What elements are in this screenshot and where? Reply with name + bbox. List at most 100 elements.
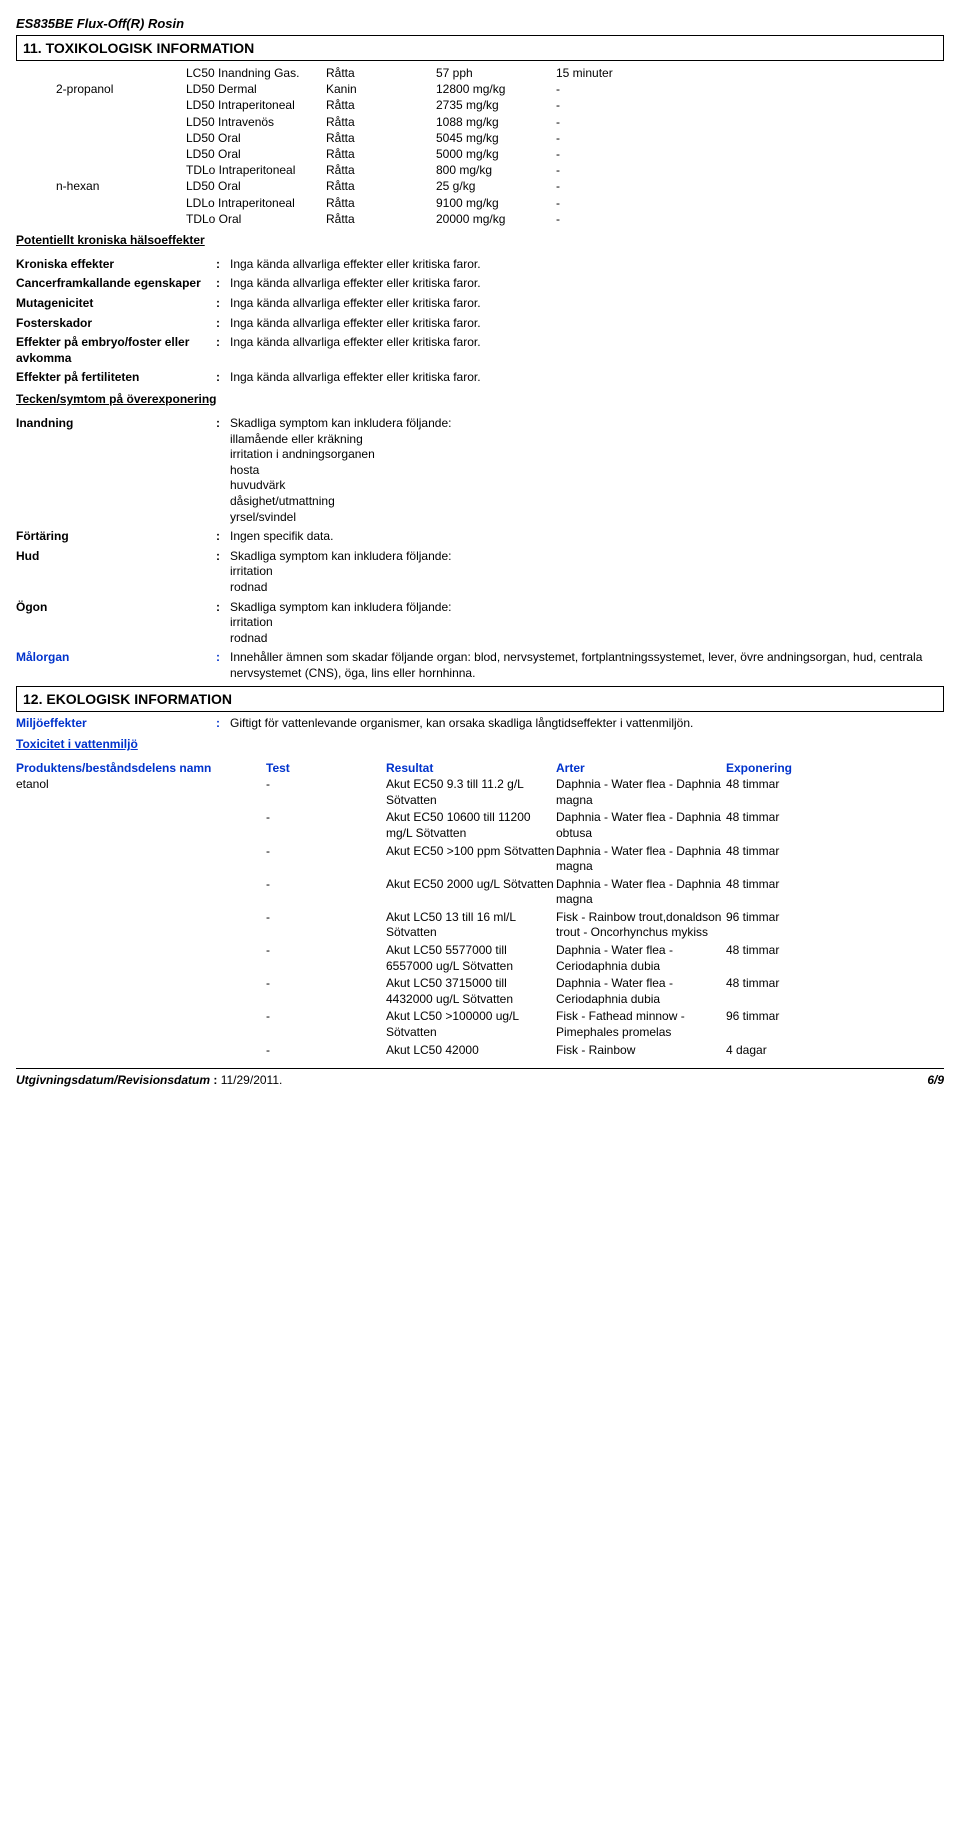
eco-cell bbox=[16, 976, 266, 1007]
eco-rows: etanol - Akut EC50 9.3 till 11.2 g/L Sötva… bbox=[16, 777, 944, 1058]
tox-cell: - bbox=[556, 81, 676, 97]
chronic-row: Effekter på embryo/foster eller avkomma:… bbox=[16, 335, 944, 366]
tox-cell: n-hexan bbox=[56, 178, 186, 194]
tox-cell: 25 g/kg bbox=[436, 178, 556, 194]
chronic-label: Kroniska effekter bbox=[16, 257, 216, 273]
tox-cell: LD50 Oral bbox=[186, 146, 326, 162]
eco-cell bbox=[16, 844, 266, 875]
eco-row: -Akut EC50 10600 till 11200 mg/L Sötvatt… bbox=[16, 810, 944, 841]
colon: : bbox=[216, 650, 230, 681]
eco-row: -Akut LC50 13 till 16 ml/L SötvattenFisk… bbox=[16, 910, 944, 941]
tox-cell: Råtta bbox=[326, 114, 436, 130]
tox-cell: 1088 mg/kg bbox=[436, 114, 556, 130]
tox-cell: LD50 Oral bbox=[186, 178, 326, 194]
eco-cell bbox=[16, 877, 266, 908]
tox-cell: Råtta bbox=[326, 130, 436, 146]
eco-cell: Daphnia - Water flea - Ceriodaphnia dubi… bbox=[556, 976, 726, 1007]
chronic-row: Cancerframkallande egenskaper:Inga kända… bbox=[16, 276, 944, 292]
eco-cell: Akut EC50 >100 ppm Sötvatten bbox=[386, 844, 556, 875]
chronic-effects-block: Kroniska effekter:Inga kända allvarliga … bbox=[16, 257, 944, 386]
eco-cell: - bbox=[266, 943, 386, 974]
eco-cell: 96 timmar bbox=[726, 910, 846, 941]
eco-cell: Daphnia - Water flea - Daphnia obtusa bbox=[556, 810, 726, 841]
eco-cell: 4 dagar bbox=[726, 1043, 846, 1059]
colon: : bbox=[216, 296, 230, 312]
tox-cell: LC50 Inandning Gas. bbox=[186, 65, 326, 81]
eco-cell bbox=[16, 943, 266, 974]
tox-cell: - bbox=[556, 114, 676, 130]
eco-cell bbox=[16, 810, 266, 841]
eco-head-result: Resultat bbox=[386, 761, 556, 775]
tox-cell bbox=[56, 114, 186, 130]
symptom-label: Förtäring bbox=[16, 529, 216, 545]
chronic-label: Effekter på fertiliteten bbox=[16, 370, 216, 386]
eco-cell: Fisk - Rainbow trout,donaldson trout - O… bbox=[556, 910, 726, 941]
eco-row: -Akut EC50 >100 ppm SötvattenDaphnia - W… bbox=[16, 844, 944, 875]
miljo-value: Giftigt för vattenlevande organismer, ka… bbox=[230, 716, 944, 732]
tox-cell bbox=[56, 211, 186, 227]
tox-cell: Råtta bbox=[326, 146, 436, 162]
eco-cell: - bbox=[266, 976, 386, 1007]
malorgan-value: Innehåller ämnen som skadar följande org… bbox=[230, 650, 944, 681]
eco-row: -Akut LC50 5577000 till 6557000 ug/L Söt… bbox=[16, 943, 944, 974]
section-11-header: 11. TOXIKOLOGISK INFORMATION bbox=[16, 35, 944, 61]
colon: : bbox=[216, 416, 230, 525]
chronic-value: Inga kända allvarliga effekter eller kri… bbox=[230, 296, 944, 312]
eco-head-name: Produktens/beståndsdelens namn bbox=[16, 761, 266, 775]
miljo-row: Miljöeffekter : Giftigt för vattenlevand… bbox=[16, 716, 944, 732]
eco-cell: Daphnia - Water flea - Daphnia magna bbox=[556, 877, 726, 908]
tox-cell: - bbox=[556, 130, 676, 146]
footer-left-value: 11/29/2011. bbox=[221, 1073, 283, 1087]
symptom-row: Hud:Skadliga symptom kan inkludera följa… bbox=[16, 549, 944, 596]
tox-cell: Råtta bbox=[326, 162, 436, 178]
tox-cell: 20000 mg/kg bbox=[436, 211, 556, 227]
tox-cell: 9100 mg/kg bbox=[436, 195, 556, 211]
eco-head-species: Arter bbox=[556, 761, 726, 775]
chronic-label: Cancerframkallande egenskaper bbox=[16, 276, 216, 292]
tox-cell: LDLo Intraperitoneal bbox=[186, 195, 326, 211]
tox-cell: Råtta bbox=[326, 97, 436, 113]
chronic-row: Mutagenicitet:Inga kända allvarliga effe… bbox=[16, 296, 944, 312]
eco-cell: Daphnia - Water flea - Daphnia magna bbox=[556, 777, 726, 808]
chronic-label: Mutagenicitet bbox=[16, 296, 216, 312]
eco-cell bbox=[16, 1043, 266, 1059]
eco-head-test: Test bbox=[266, 761, 386, 775]
symptom-label: Hud bbox=[16, 549, 216, 596]
miljo-label: Miljöeffekter bbox=[16, 716, 216, 732]
symptom-value: Skadliga symptom kan inkludera följande:… bbox=[230, 549, 944, 596]
eco-cell: etanol bbox=[16, 777, 266, 808]
eco-cell: 48 timmar bbox=[726, 844, 846, 875]
symptom-row: Förtäring:Ingen specifik data. bbox=[16, 529, 944, 545]
eco-row: -Akut LC50 >100000 ug/L SötvattenFisk - … bbox=[16, 1009, 944, 1040]
tox-cell: LD50 Oral bbox=[186, 130, 326, 146]
eco-cell: Akut EC50 9.3 till 11.2 g/L Sötvatten bbox=[386, 777, 556, 808]
chronic-value: Inga kända allvarliga effekter eller kri… bbox=[230, 370, 944, 386]
footer-right: 6/9 bbox=[927, 1073, 944, 1087]
eco-row: -Akut LC50 42000Fisk - Rainbow4 dagar bbox=[16, 1043, 944, 1059]
tox-cell: 12800 mg/kg bbox=[436, 81, 556, 97]
tox-cell: - bbox=[556, 97, 676, 113]
eco-cell: Akut LC50 >100000 ug/L Sötvatten bbox=[386, 1009, 556, 1040]
eco-cell: - bbox=[266, 1043, 386, 1059]
footer: Utgivningsdatum/Revisionsdatum : 11/29/2… bbox=[16, 1068, 944, 1087]
chronic-value: Inga kända allvarliga effekter eller kri… bbox=[230, 257, 944, 273]
eco-cell: Daphnia - Water flea - Ceriodaphnia dubi… bbox=[556, 943, 726, 974]
colon: : bbox=[216, 257, 230, 273]
colon: : bbox=[216, 276, 230, 292]
colon: : bbox=[216, 335, 230, 366]
eco-cell bbox=[16, 1009, 266, 1040]
product-name: ES835BE Flux-Off(R) Rosin bbox=[16, 16, 944, 31]
tox-cell bbox=[56, 146, 186, 162]
eco-cell: - bbox=[266, 1009, 386, 1040]
eco-cell: Akut LC50 13 till 16 ml/L Sötvatten bbox=[386, 910, 556, 941]
colon: : bbox=[216, 549, 230, 596]
section-12-header: 12. EKOLOGISK INFORMATION bbox=[16, 686, 944, 712]
tox-cell: Råtta bbox=[326, 195, 436, 211]
symptom-label: Ögon bbox=[16, 600, 216, 647]
tox-cell: Råtta bbox=[326, 178, 436, 194]
eco-cell: 48 timmar bbox=[726, 976, 846, 1007]
colon: : bbox=[216, 370, 230, 386]
tox-row: n-hexanLD50 OralRåtta25 g/kg- bbox=[56, 178, 944, 194]
eco-cell: 96 timmar bbox=[726, 1009, 846, 1040]
tox-water-heading: Toxicitet i vattenmiljö bbox=[16, 737, 944, 751]
